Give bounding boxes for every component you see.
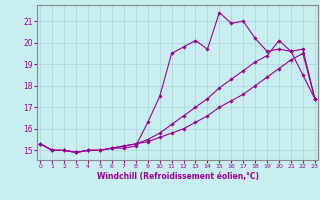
X-axis label: Windchill (Refroidissement éolien,°C): Windchill (Refroidissement éolien,°C) — [97, 172, 259, 181]
